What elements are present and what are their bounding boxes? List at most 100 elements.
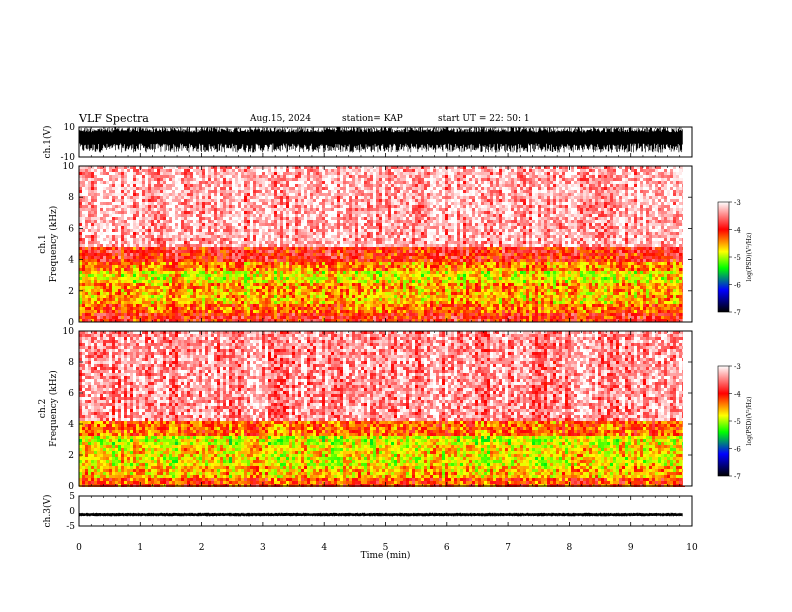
spectrogram-cell (262, 295, 265, 298)
spectrogram-cell (313, 268, 316, 271)
spectrogram-cell (301, 229, 304, 232)
spectrogram-cell (106, 304, 109, 307)
spectrogram-cell (304, 250, 307, 253)
spectrogram-cell (94, 277, 97, 280)
spectrogram-cell (142, 223, 145, 226)
spectrogram-cell (229, 313, 232, 316)
spectrogram-cell (262, 316, 265, 319)
spectrogram-cell (295, 178, 298, 181)
spectrogram-cell (352, 181, 355, 184)
spectrogram-cell (190, 226, 193, 229)
spectrogram-cell (289, 319, 292, 322)
spectrogram-cell (286, 202, 289, 205)
spectrogram-cell (289, 166, 292, 169)
spectrogram-cell (79, 208, 82, 211)
spectrogram-cell (100, 316, 103, 319)
spectrogram-cell (265, 259, 268, 262)
spectrogram-cell (175, 319, 178, 322)
spectrogram-cell (316, 223, 319, 226)
spectrogram-cell (283, 280, 286, 283)
spectrogram-cell (241, 217, 244, 220)
spectrogram-cell (337, 169, 340, 172)
spectrogram-cell (262, 172, 265, 175)
spectrogram-cell (304, 241, 307, 244)
spectrogram-cell (274, 193, 277, 196)
spectrogram-cell (91, 298, 94, 301)
spectrogram-cell (136, 181, 139, 184)
spectrogram-cell (163, 271, 166, 274)
spectrogram-cell (310, 277, 313, 280)
spectrogram-cell (136, 265, 139, 268)
spectrogram-cell (181, 190, 184, 193)
spectrogram-cell (97, 247, 100, 250)
spectrogram-cell (313, 319, 316, 322)
spectrogram-cell (358, 235, 361, 238)
spectrogram-cell (127, 292, 130, 295)
spectrogram-cell (286, 280, 289, 283)
spectrogram-cell (277, 193, 280, 196)
spectrogram-cell (259, 187, 262, 190)
spectrogram-cell (256, 280, 259, 283)
spectrogram-cell (253, 178, 256, 181)
spectrogram-cell (154, 211, 157, 214)
spectrogram-cell (112, 301, 115, 304)
spectrogram-cell (88, 199, 91, 202)
spectrogram-cell (271, 301, 274, 304)
spectrogram-cell (331, 271, 334, 274)
spectrogram-cell (85, 274, 88, 277)
spectrogram-cell (103, 181, 106, 184)
spectrogram-cell (106, 265, 109, 268)
spectrogram-cell (103, 307, 106, 310)
spectrogram-cell (193, 241, 196, 244)
spectrogram-cell (142, 256, 145, 259)
spectrogram-cell (178, 280, 181, 283)
spectrogram-cell (202, 241, 205, 244)
spectrogram-cell (328, 316, 331, 319)
spectrogram-cell (337, 301, 340, 304)
spectrogram-cell (352, 289, 355, 292)
spectrogram-cell (331, 268, 334, 271)
spectrogram-cell (250, 229, 253, 232)
spectrogram-cell (151, 265, 154, 268)
spectrogram-cell (256, 265, 259, 268)
spectrogram-cell (133, 229, 136, 232)
spectrogram-cell (319, 181, 322, 184)
spectrogram-cell (196, 262, 199, 265)
spectrogram-cell (181, 217, 184, 220)
spectrogram-cell (205, 310, 208, 313)
spectrogram-cell (103, 229, 106, 232)
spectrogram-cell (277, 298, 280, 301)
spectrogram-cell (319, 256, 322, 259)
spectrogram-cell (298, 169, 301, 172)
spectrogram-cell (175, 241, 178, 244)
spectrogram-cell (187, 181, 190, 184)
spectrogram-cell (280, 250, 283, 253)
spectrogram-cell (112, 184, 115, 187)
spectrogram-cell (283, 310, 286, 313)
spectrogram-cell (250, 223, 253, 226)
spectrogram-cell (277, 214, 280, 217)
spectrogram-cell (310, 298, 313, 301)
spectrogram-cell (298, 175, 301, 178)
spectrogram-cell (265, 202, 268, 205)
spectrogram-cell (262, 199, 265, 202)
spectrogram-cell (244, 247, 247, 250)
spectrogram-cell (208, 310, 211, 313)
spectrogram-cell (247, 235, 250, 238)
spectrogram-cell (346, 250, 349, 253)
spectrogram-cell (103, 250, 106, 253)
spectrogram-cell (328, 247, 331, 250)
spectrogram-cell (283, 205, 286, 208)
spectrogram-cell (121, 286, 124, 289)
spectrogram-cell (187, 238, 190, 241)
spectrogram-cell (151, 196, 154, 199)
spectrogram-cell (322, 193, 325, 196)
spectrogram-cell (295, 220, 298, 223)
spectrogram-cell (232, 202, 235, 205)
spectrogram-cell (232, 196, 235, 199)
spectrogram-cell (289, 220, 292, 223)
spectrogram-cell (298, 196, 301, 199)
spectrogram-cell (145, 277, 148, 280)
spectrogram-cell (166, 310, 169, 313)
spectrogram-cell (202, 247, 205, 250)
